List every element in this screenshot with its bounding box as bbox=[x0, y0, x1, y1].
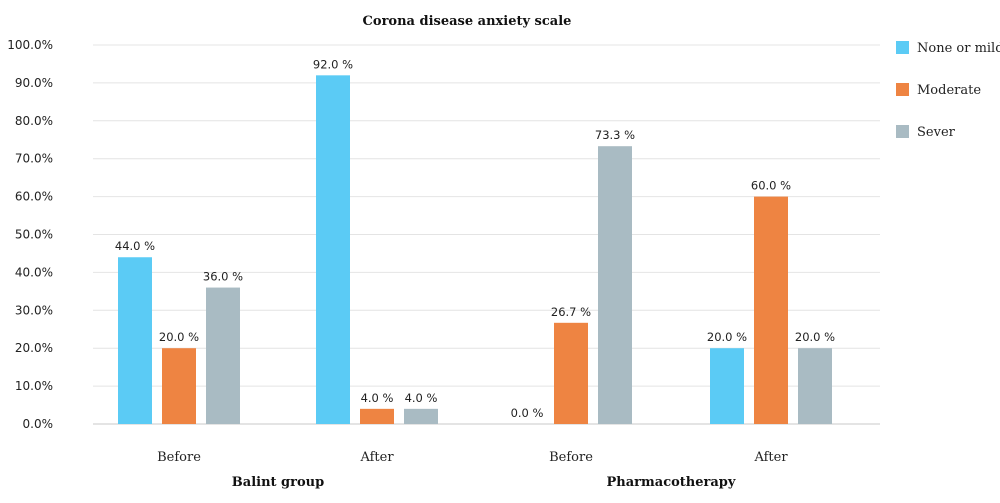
legend-label: None or mild bbox=[917, 41, 1000, 56]
y-tick-label: 70.0% bbox=[15, 152, 53, 166]
data-labels: 44.0 % 92.0 % 0.0 % 20.0 % 20.0 % 4.0 % 26.7 %… bbox=[115, 57, 835, 420]
legend-label: Sever bbox=[917, 125, 956, 140]
x-category-label: After bbox=[359, 450, 394, 465]
x-category-label: Before bbox=[549, 450, 593, 465]
bar bbox=[316, 75, 350, 424]
bars bbox=[118, 75, 832, 424]
x-group-label: Balint group bbox=[232, 475, 324, 490]
legend-label: Moderate bbox=[917, 83, 981, 98]
bar bbox=[404, 408, 438, 424]
data-label: 44.0 % bbox=[115, 239, 155, 253]
bar bbox=[754, 196, 788, 424]
data-label: 4.0 % bbox=[361, 391, 394, 405]
y-tick-label: 80.0% bbox=[15, 114, 53, 128]
data-label: 0.0 % bbox=[511, 406, 544, 420]
bar bbox=[554, 322, 588, 424]
y-tick-label: 30.0% bbox=[15, 303, 53, 317]
bar bbox=[162, 348, 196, 424]
y-tick-label: 10.0% bbox=[15, 379, 53, 393]
y-axis-ticks: 0.0% 10.0% 20.0% 30.0% 40.0% 50.0% 60.0% 70.0% 8… bbox=[7, 38, 53, 431]
bar bbox=[118, 257, 152, 424]
bar bbox=[598, 146, 632, 424]
y-tick-label: 60.0% bbox=[15, 190, 53, 204]
data-label: 92.0 % bbox=[313, 57, 353, 71]
y-tick-label: 20.0% bbox=[15, 341, 53, 355]
data-label: 73.3 % bbox=[595, 128, 635, 142]
legend-swatch bbox=[896, 125, 909, 138]
data-label: 60.0 % bbox=[751, 179, 791, 193]
x-group-label: Pharmacotherapy bbox=[607, 475, 736, 490]
legend-swatch bbox=[896, 41, 909, 54]
bar bbox=[206, 287, 240, 424]
x-axis-groups: Balint group Pharmacotherapy bbox=[232, 475, 736, 490]
y-tick-label: 50.0% bbox=[15, 228, 53, 242]
legend-swatch bbox=[896, 83, 909, 96]
legend: None or mild Moderate Sever bbox=[896, 41, 1000, 140]
data-label: 20.0 % bbox=[795, 330, 835, 344]
bar bbox=[710, 348, 744, 424]
bar bbox=[360, 408, 394, 424]
bar bbox=[798, 348, 832, 424]
y-tick-label: 90.0% bbox=[15, 76, 53, 90]
x-category-label: Before bbox=[157, 450, 201, 465]
data-label: 36.0 % bbox=[203, 270, 243, 284]
y-tick-label: 100.0% bbox=[7, 38, 53, 52]
chart-title: Corona disease anxiety scale bbox=[363, 14, 572, 29]
data-label: 20.0 % bbox=[707, 330, 747, 344]
x-axis-categories: Before After Before After bbox=[157, 450, 788, 465]
data-label: 26.7 % bbox=[551, 305, 591, 319]
data-label: 4.0 % bbox=[405, 391, 438, 405]
x-category-label: After bbox=[753, 450, 788, 465]
data-label: 20.0 % bbox=[159, 330, 199, 344]
y-tick-label: 0.0% bbox=[23, 417, 54, 431]
y-tick-label: 40.0% bbox=[15, 265, 53, 279]
